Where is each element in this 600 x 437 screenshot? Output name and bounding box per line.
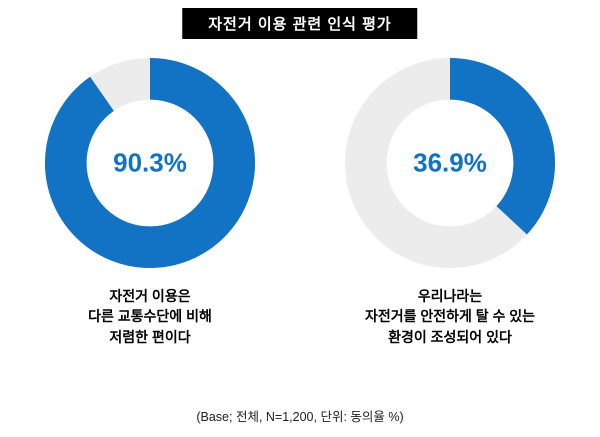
donut-svg-left [44, 57, 256, 269]
chart-title: 자전거 이용 관련 인식 평가 [182, 8, 418, 39]
donut-right-caption: 우리나라는 자전거를 안전하게 탈 수 있는 환경이 조성되어 있다 [364, 288, 536, 345]
donut-charts-row: 90.3% 자전거 이용은 다른 교통수단에 비해 저렴한 편이다 36.9% … [0, 48, 600, 347]
donut-block-right: 36.9% 우리나라는 자전거를 안전하게 탈 수 있는 환경이 조성되어 있다 [300, 48, 600, 347]
donut-chart-left: 90.3% [41, 54, 259, 272]
donut-chart-right: 36.9% [341, 54, 559, 272]
donut-svg-right [344, 57, 556, 269]
donut-left-value: 90.3% [113, 147, 187, 178]
donut-block-left: 90.3% 자전거 이용은 다른 교통수단에 비해 저렴한 편이다 [0, 48, 300, 347]
base-note: (Base; 전체, N=1,200, 단위: 동의율 %) [196, 410, 404, 424]
donut-right-value: 36.9% [413, 147, 487, 178]
donut-arc [44, 57, 256, 269]
donut-arc [344, 57, 556, 269]
donut-left-caption: 자전거 이용은 다른 교통수단에 비해 저렴한 편이다 [88, 288, 212, 345]
